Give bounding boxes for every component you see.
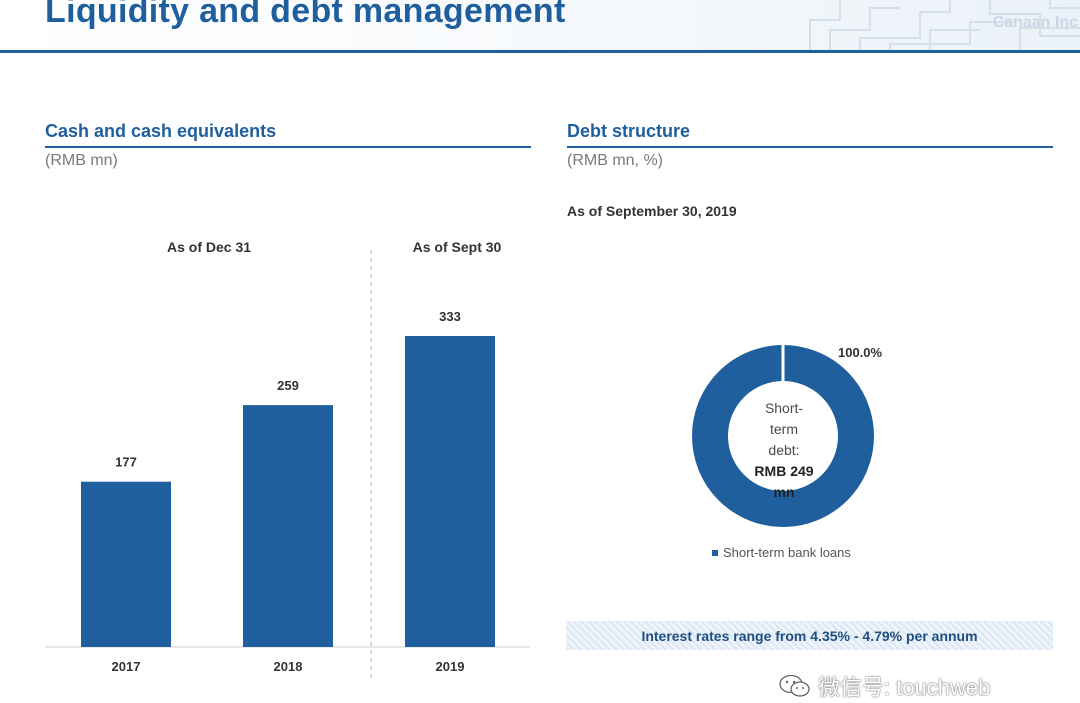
title-rule: [0, 50, 1080, 53]
legend-label: Short-term bank loans: [723, 545, 851, 560]
bar-2017: [81, 481, 171, 647]
header-band: Liquidity and debt management Canaan Inc: [0, 0, 1080, 50]
bar-value-label: 259: [277, 378, 299, 393]
group-label-sept: As of Sept 30: [412, 239, 502, 255]
bar-2019: [405, 336, 495, 647]
bar-category-label: 2018: [274, 659, 303, 674]
donut-center-line1: Short-term: [764, 400, 804, 437]
bar-value-label: 177: [115, 455, 137, 470]
group-label-dec: As of Dec 31: [166, 239, 252, 255]
debt-section-rule: [567, 146, 1053, 148]
bar-category-label: 2019: [436, 659, 465, 674]
donut-center-line3: RMB 249: [754, 463, 814, 479]
debt-as-of-label: As of September 30, 2019: [567, 203, 737, 219]
debt-section-title: Debt structure: [567, 121, 691, 141]
debt-unit-label: (RMB mn, %): [567, 152, 663, 169]
donut-percent-label: 100.0%: [838, 345, 883, 360]
donut-center-line4: mn: [773, 484, 795, 500]
interest-rate-note: Interest rates range from 4.35% - 4.79% …: [566, 621, 1053, 650]
legend-swatch: [712, 549, 718, 556]
bar-category-label: 2017: [112, 659, 141, 674]
watermark: 微信号: touchweb: [778, 670, 990, 702]
bar-2018: [243, 405, 333, 647]
wechat-icon: [779, 674, 810, 697]
cash-section-title: Cash and cash equivalents: [45, 121, 277, 141]
bar-value-label: 333: [439, 309, 461, 324]
cash-section-rule: [45, 146, 531, 148]
interest-rate-text: Interest rates range from 4.35% - 4.79% …: [641, 627, 978, 644]
donut-center-line2: debt:: [768, 442, 800, 458]
donut-center-label: Short-term debt: RMB 249 mn: [752, 398, 816, 503]
donut-legend: Short-term bank loans: [712, 545, 851, 560]
cash-unit-label: (RMB mn): [45, 152, 118, 169]
company-logo: Canaan Inc: [992, 14, 1078, 31]
watermark-text: 微信号: touchweb: [818, 675, 991, 700]
page-title: Liquidity and debt management: [45, 0, 566, 30]
circuit-decoration: [809, 0, 1080, 50]
